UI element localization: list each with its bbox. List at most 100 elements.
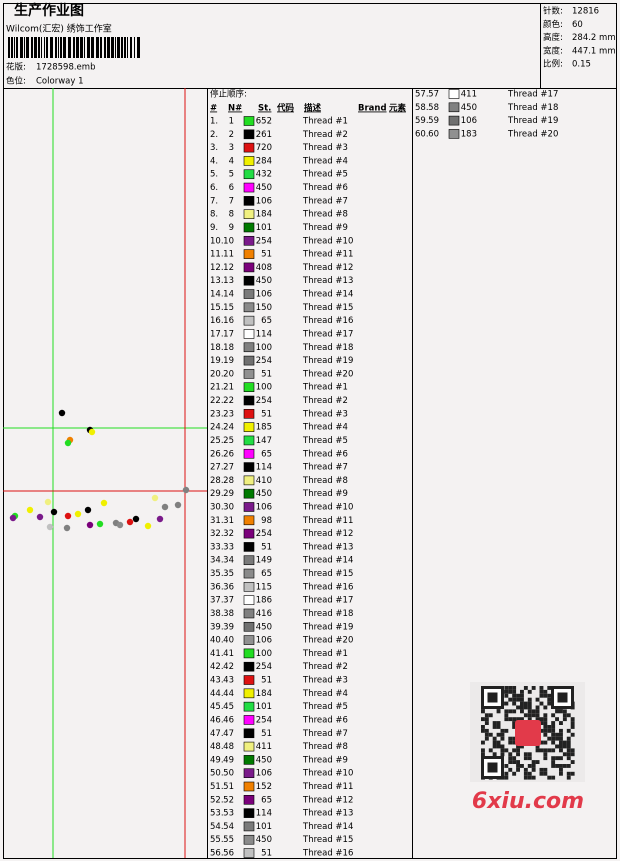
qr-cell	[508, 697, 513, 702]
qr-cell	[566, 748, 571, 753]
qr-cell	[551, 756, 556, 761]
row-needle: 34	[223, 556, 234, 566]
qr-cell	[539, 686, 544, 690]
bar-stripe	[38, 37, 40, 58]
qr-cell	[555, 717, 559, 722]
row-index: 53.	[210, 809, 224, 819]
color-swatch	[243, 422, 255, 432]
row-index: 51.	[210, 782, 224, 792]
bar-stripe	[96, 37, 99, 58]
qr-cell	[516, 744, 520, 749]
bar-stripe	[73, 37, 75, 58]
color-swatch	[243, 595, 255, 605]
row-stitches: 254	[256, 662, 272, 672]
color-swatch	[243, 741, 255, 752]
qr-cell	[566, 728, 571, 733]
row-needle: 10	[223, 236, 234, 246]
qr-cell	[535, 713, 540, 718]
row-stitches: 106	[461, 116, 477, 126]
color-swatch	[243, 781, 255, 792]
qr-cell	[516, 767, 520, 772]
qr-cell	[484, 717, 489, 722]
row-stitches: 115	[256, 582, 272, 592]
qr-cell	[520, 709, 524, 714]
qr-cell	[481, 709, 485, 714]
qr-cell	[570, 721, 575, 725]
qr-cell	[516, 697, 520, 702]
row-needle: 13	[223, 276, 234, 286]
qr-cell	[484, 728, 489, 733]
qr-finder	[487, 692, 498, 703]
row-stitches: 450	[256, 622, 272, 632]
qr-cell	[531, 760, 536, 764]
row-description: Thread #11	[302, 516, 353, 526]
stitch-area	[63, 524, 71, 532]
qr-cell	[504, 689, 509, 694]
row-needle: 14	[223, 290, 234, 300]
qr-cell	[523, 701, 528, 706]
row-needle: 24	[223, 423, 234, 433]
qr-cell	[496, 740, 501, 745]
row-needle: 8	[229, 210, 234, 220]
row-stitches: 106	[256, 196, 272, 206]
row-stitches: 51	[261, 542, 272, 552]
row-needle: 54	[223, 822, 234, 832]
row-index: 24.	[210, 423, 224, 433]
qr-cell	[481, 748, 485, 753]
qr-cell	[508, 767, 513, 772]
qr-cell	[535, 717, 540, 722]
row-description: Thread #15	[302, 303, 353, 313]
row-index: 25.	[210, 436, 224, 446]
qr-cell	[559, 744, 563, 749]
row-stitches: 450	[461, 103, 477, 113]
qr-cell	[562, 752, 567, 757]
row-needle: 9	[229, 223, 234, 233]
column-header: #	[210, 104, 217, 114]
qr-cell	[555, 756, 559, 761]
qr-cell	[496, 732, 501, 737]
qr-cell	[520, 693, 524, 698]
qr-cell	[508, 717, 513, 722]
color-swatch	[243, 249, 255, 259]
row-stitches: 100	[256, 343, 272, 353]
row-needle: 48	[223, 742, 234, 752]
info-label: 比例:	[543, 59, 563, 70]
qr-cell	[512, 689, 517, 694]
row-index: 6.	[210, 183, 218, 193]
qr-cell	[570, 717, 575, 722]
watermark: 6xiu.com	[472, 789, 584, 814]
qr-cell	[496, 709, 501, 714]
row-needle: 50	[223, 769, 234, 779]
color-swatch	[243, 209, 255, 219]
stitch-area	[44, 498, 52, 506]
qr-cell	[516, 693, 520, 698]
qr-finder	[487, 762, 498, 773]
row-stitches: 186	[256, 596, 272, 606]
row-needle: 35	[223, 569, 234, 579]
row-index: 36.	[210, 582, 224, 592]
qr-cell	[551, 728, 556, 733]
bar-stripe	[87, 37, 90, 58]
qr-cell	[512, 736, 517, 741]
qr-cell	[531, 764, 536, 768]
qr-cell	[547, 725, 552, 729]
bar-stripe	[104, 37, 106, 58]
qr-cell	[543, 689, 548, 694]
row-stitches: 101	[256, 223, 272, 233]
row-needle: 52	[223, 795, 234, 805]
row-index: 52.	[210, 795, 224, 805]
qr-cell	[543, 693, 548, 698]
qr-cell	[504, 701, 509, 706]
qr-cell	[566, 771, 571, 776]
row-stitches: 411	[256, 742, 272, 752]
qr-cell	[523, 686, 528, 690]
info-value: 0.15	[572, 60, 591, 70]
stitch-area	[26, 506, 34, 514]
bar-stripe	[80, 37, 83, 58]
color-swatch	[243, 235, 255, 246]
bar-stripe	[130, 37, 132, 58]
row-stitches: 98	[261, 516, 272, 526]
row-needle: 17	[223, 329, 234, 339]
row-description: Thread #8	[302, 210, 348, 220]
